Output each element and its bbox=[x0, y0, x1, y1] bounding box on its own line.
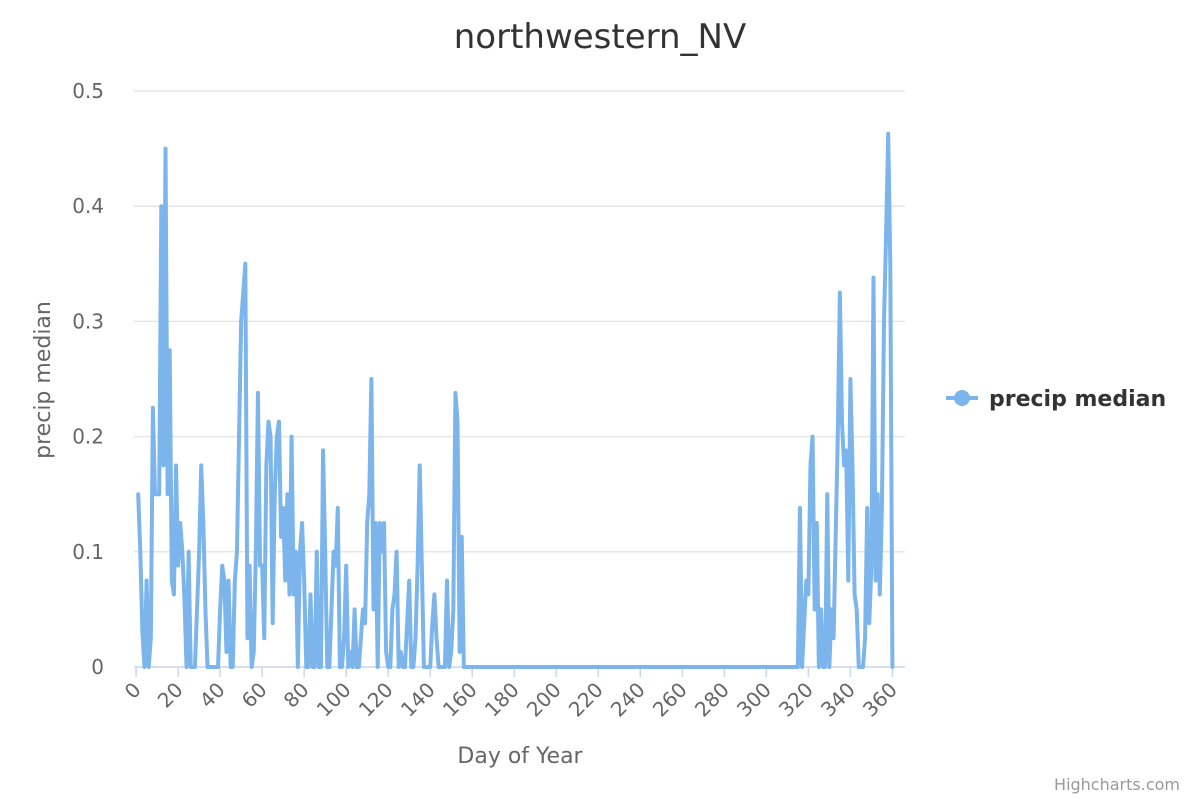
legend[interactable]: precip median bbox=[946, 387, 1166, 412]
x-tick-label: 340 bbox=[816, 678, 860, 722]
y-tick-label: 0.1 bbox=[72, 540, 104, 564]
chart-title: northwestern_NV bbox=[454, 17, 747, 57]
x-axis-title: Day of Year bbox=[457, 744, 583, 769]
x-tick-label: 160 bbox=[438, 678, 482, 722]
x-tick-label: 120 bbox=[354, 678, 398, 722]
x-tick-label: 360 bbox=[858, 678, 902, 722]
x-tick-label: 0 bbox=[120, 678, 146, 704]
legend-marker bbox=[954, 390, 970, 406]
x-tick-label: 180 bbox=[480, 678, 524, 722]
x-tick-label: 40 bbox=[195, 678, 230, 713]
x-tick-label: 280 bbox=[690, 678, 734, 722]
series-line-precip-median[interactable] bbox=[136, 131, 895, 669]
y-axis-title: precip median bbox=[31, 301, 56, 459]
y-tick-label: 0.2 bbox=[72, 425, 104, 449]
series-group bbox=[136, 131, 895, 669]
x-tick-label: 220 bbox=[564, 678, 608, 722]
y-axis-ticks: 0 0.1 0.2 0.3 0.4 0.5 bbox=[72, 79, 104, 679]
credits-link[interactable]: Highcharts.com bbox=[1054, 775, 1180, 794]
x-tick-label: 20 bbox=[153, 678, 188, 713]
x-tick-label: 60 bbox=[237, 678, 272, 713]
y-tick-label: 0.3 bbox=[72, 309, 104, 333]
x-tick-label: 300 bbox=[732, 678, 776, 722]
x-tick-label: 100 bbox=[312, 678, 356, 722]
y-tick-label: 0 bbox=[91, 655, 104, 679]
x-tick-label: 80 bbox=[279, 678, 314, 713]
x-tick-label: 320 bbox=[774, 678, 818, 722]
x-tick-label: 140 bbox=[396, 678, 440, 722]
y-grid bbox=[134, 90, 905, 553]
x-axis-ticks: 0 20 40 60 801001201401601802002202402602803… bbox=[120, 667, 902, 722]
legend-label: precip median bbox=[989, 387, 1166, 412]
x-tick-label: 260 bbox=[648, 678, 692, 722]
x-tick-label: 240 bbox=[606, 678, 650, 722]
y-tick-label: 0.5 bbox=[72, 79, 104, 103]
y-tick-label: 0.4 bbox=[72, 194, 104, 218]
x-tick-label: 200 bbox=[522, 678, 566, 722]
